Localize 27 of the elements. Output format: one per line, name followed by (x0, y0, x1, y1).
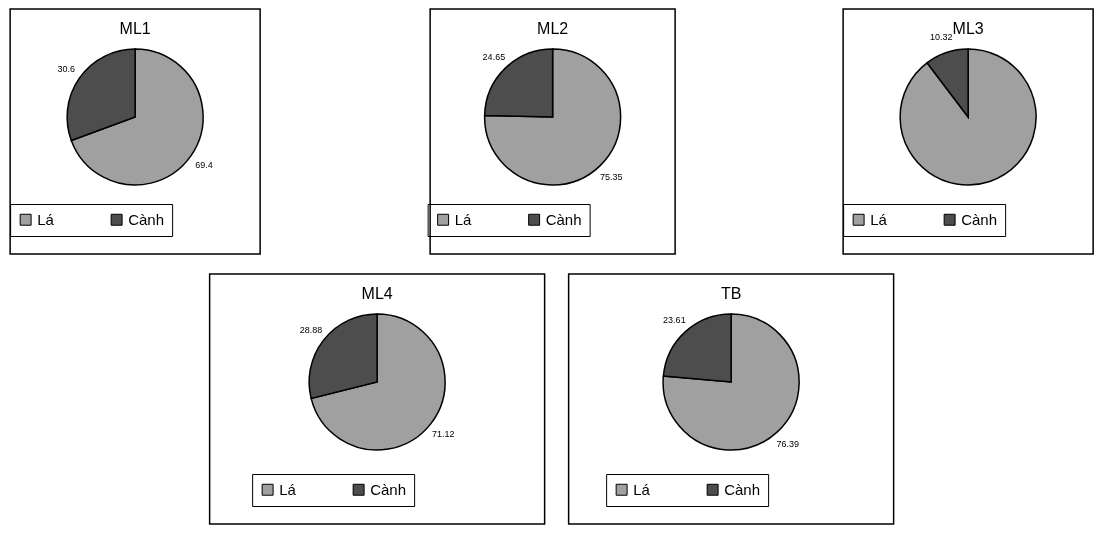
legend-label: Lá (279, 480, 297, 498)
data-label: 23.61 (663, 315, 686, 326)
legend-label: Cành (961, 210, 997, 228)
data-label: 30.6 (57, 63, 76, 74)
legend-label: Lá (870, 210, 888, 228)
chart-title: ML1 (119, 20, 151, 37)
legend-label: Cành (370, 480, 406, 498)
data-label: 28.88 (299, 325, 323, 336)
pie-slice (899, 48, 1037, 186)
pie-slice (483, 48, 622, 186)
legend-label: Lá (454, 210, 472, 228)
data-label: 75.35 (600, 172, 623, 183)
data-label: 69.4 (195, 160, 213, 171)
data-label: 71.12 (432, 428, 455, 439)
legend-label: Lá (37, 210, 55, 228)
pie-slice (662, 313, 800, 451)
data-label: 76.39 (776, 438, 800, 449)
legend-label: Lá (633, 480, 651, 498)
chart-title: ML3 (952, 20, 984, 37)
chart-title: ML2 (537, 20, 569, 37)
legend-label: Cành (545, 210, 582, 228)
legend-label: Cành (128, 210, 164, 228)
chart-title: TB (720, 285, 742, 302)
data-label: 24.65 (482, 51, 506, 62)
chart-title: ML4 (361, 285, 393, 302)
data-label: 10.32 (930, 32, 953, 43)
legend-label: Cành (724, 480, 760, 498)
